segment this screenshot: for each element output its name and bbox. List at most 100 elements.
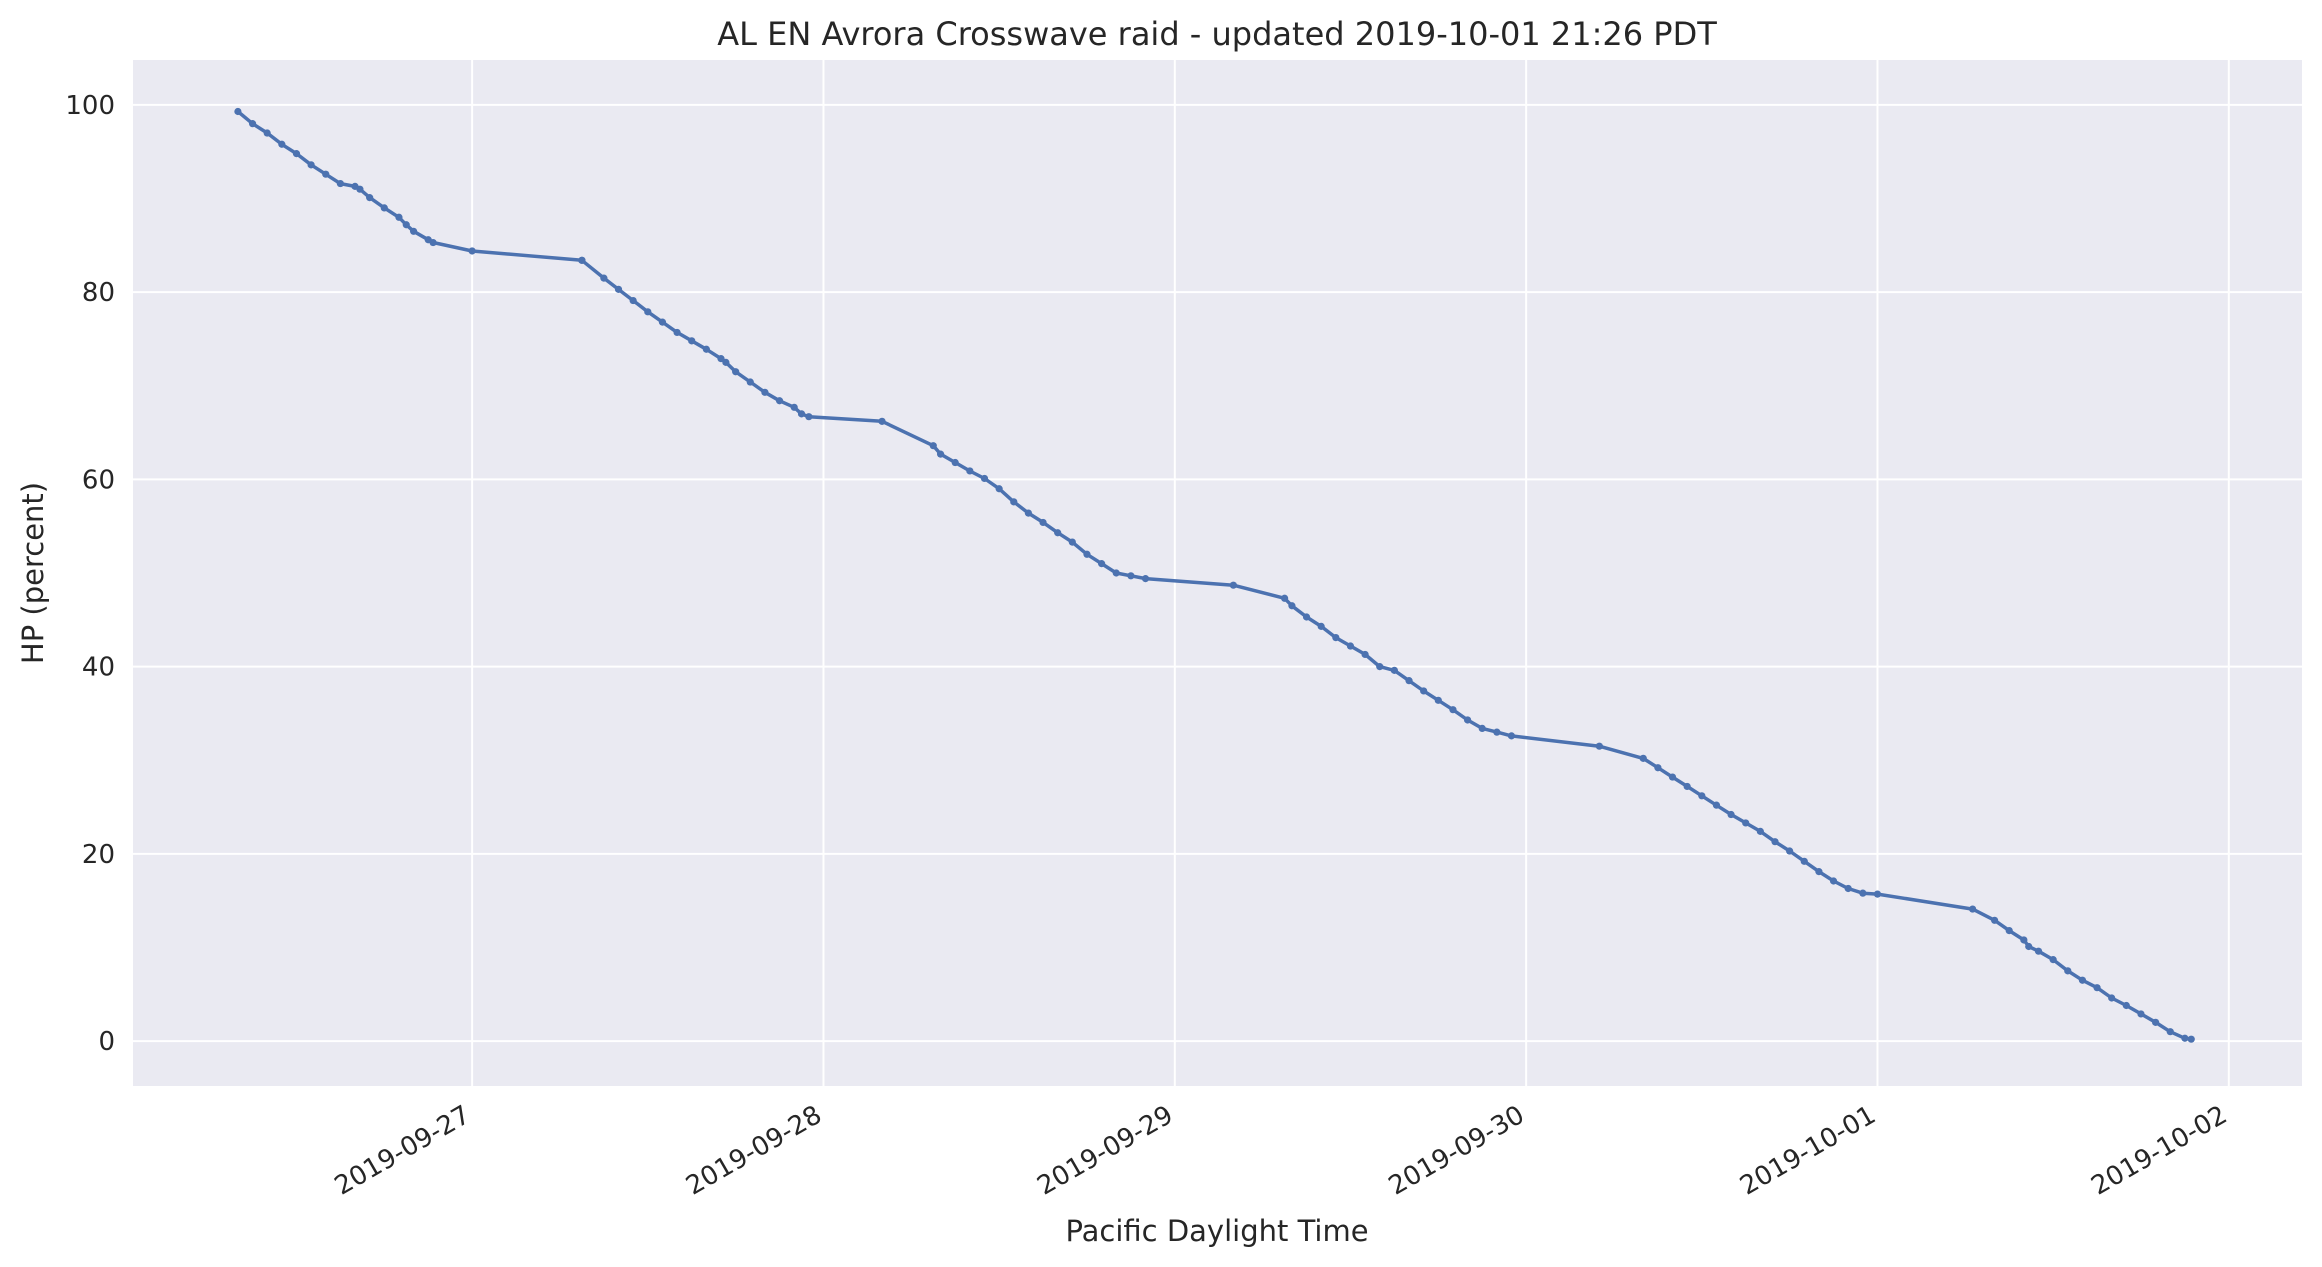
data-point [1405,677,1413,685]
data-point [1083,550,1091,558]
data-point [2187,1035,2195,1043]
data-point [578,256,586,264]
data-point [1112,569,1120,577]
x-tick-labels: 2019-09-27 2019-09-28 2019-09-29 2019-09-30… [330,1100,2233,1202]
data-point [1054,529,1062,537]
data-point [234,107,242,116]
y-tick-label: 20 [82,840,115,870]
data-point [1280,594,1289,602]
data-point [468,247,476,255]
data-point [1449,706,1457,714]
data-point [1361,650,1369,659]
data-point [1683,782,1691,791]
data-point [2152,1018,2160,1026]
data-point [1434,696,1442,704]
x-tick-label: 2019-10-02 [2086,1100,2232,1202]
data-point [673,328,681,337]
data-point [775,397,784,405]
data-point [1229,581,1237,589]
data-point [395,213,403,221]
data-point [966,467,974,475]
data-point [429,238,437,247]
data-point [2025,942,2033,951]
data-point [1288,602,1296,610]
data-point [1098,560,1106,568]
data-point [1376,663,1384,671]
data-point [980,474,989,483]
data-point [1332,633,1340,642]
data-point [1141,575,1150,583]
x-tick-label: 2019-09-27 [330,1100,476,1202]
data-point [1346,642,1355,650]
data-point [2005,927,2013,935]
data-point [322,170,330,178]
data-point [2049,956,2057,964]
x-tick-label: 2019-09-30 [1384,1100,1530,1202]
y-tick-label: 80 [82,278,115,308]
data-point [278,140,286,148]
data-point [1010,498,1018,506]
data-point [629,296,637,305]
data-point [1127,572,1135,580]
data-point [1756,827,1764,835]
grid-lines [133,60,2302,1086]
chart-title: AL EN Avrora Crosswave raid - updated 20… [717,15,1717,53]
data-point [1771,838,1779,846]
data-point [2078,976,2087,984]
data-point [307,161,315,169]
data-point [722,358,730,366]
data-point [1420,687,1428,695]
data-point [1493,728,1501,736]
data-point [1668,773,1677,781]
data-point [797,410,806,418]
data-point [732,368,740,376]
data-point [1800,857,1808,865]
data-point [409,227,418,235]
data-point [1873,890,1882,898]
data-point [995,485,1003,493]
data-point [702,345,710,353]
plot-background [133,60,2302,1086]
data-point [380,204,388,212]
data-point [1654,764,1662,772]
y-tick-labels: 0 20 40 60 80 100 [65,91,115,1057]
data-point [1039,518,1047,527]
data-point [1859,889,1867,897]
y-tick-label: 60 [82,465,115,495]
data-point [356,185,364,193]
data-point [1478,724,1486,732]
data-point [402,221,410,229]
data-point [248,120,257,128]
data-point [263,129,271,137]
data-point [761,388,769,396]
data-point [1463,716,1472,724]
data-point [336,179,344,188]
data-point [614,285,623,293]
data-point [2181,1034,2189,1042]
data-point [717,355,725,363]
data-point [929,442,937,450]
data-point [1507,732,1516,740]
data-point [292,150,301,158]
data-point [1595,742,1603,750]
y-tick-label: 0 [98,1027,115,1057]
y-tick-label: 100 [65,91,115,121]
data-point [2020,936,2028,944]
data-point [2166,1028,2174,1036]
data-point [1786,847,1794,855]
data-point [1024,509,1033,517]
data-point [2108,994,2116,1002]
data-point [790,403,798,411]
data-point [1698,792,1706,800]
data-point [2137,1010,2145,1018]
data-point [1712,801,1721,809]
data-point [1829,877,1838,885]
data-point [1639,754,1647,762]
data-point [951,458,959,467]
data-point [2093,984,2101,992]
data-point [1742,819,1750,827]
data-point [2064,967,2072,975]
data-point [746,378,754,386]
data-point [1302,613,1311,621]
